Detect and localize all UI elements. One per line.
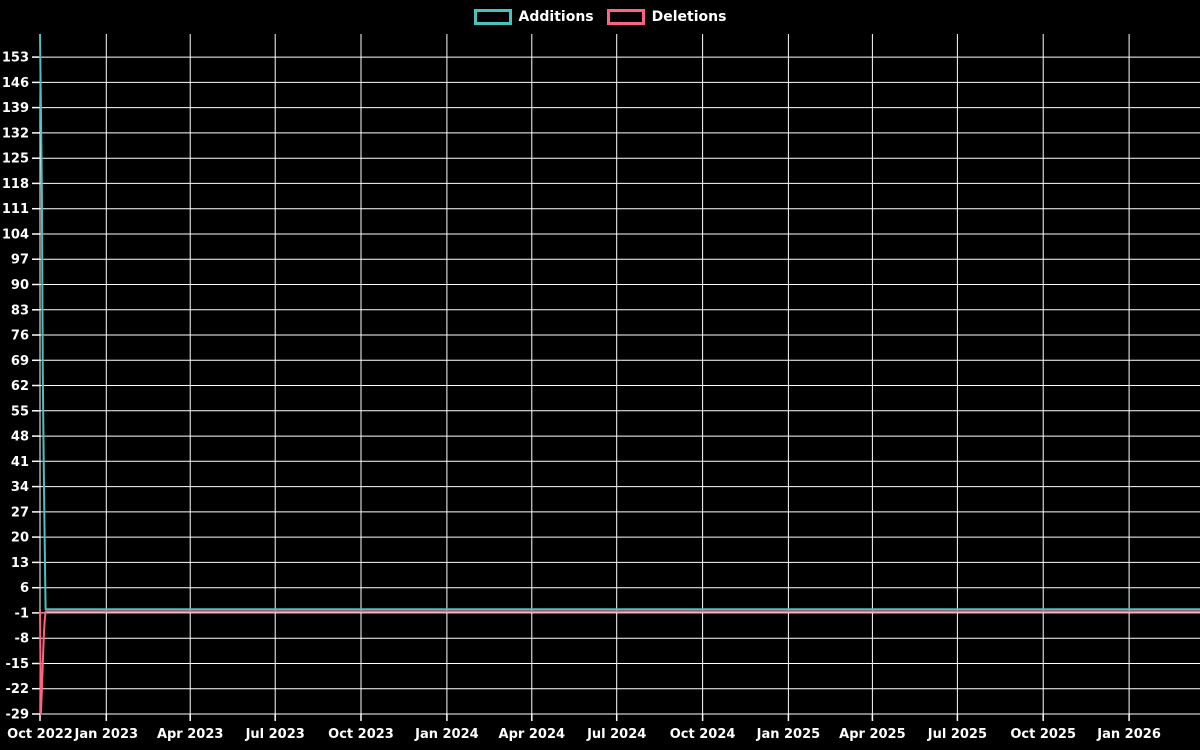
x-tick-label: Apr 2025	[839, 727, 906, 742]
x-tick-label: Jan 2023	[74, 727, 139, 742]
x-tick-label: Oct 2025	[1010, 727, 1076, 742]
additions-legend-label: Additions	[518, 9, 594, 25]
x-tick-label: Jul 2023	[245, 727, 305, 742]
y-tick-label: 41	[11, 455, 29, 470]
chart-legend: Additions Deletions	[0, 9, 1200, 25]
y-tick-label: 76	[11, 329, 29, 344]
y-tick-label: 111	[2, 202, 29, 217]
y-tick-label: 90	[11, 278, 29, 293]
y-tick-label: 153	[2, 51, 29, 66]
additions-swatch-icon	[473, 9, 512, 25]
x-tick-label: Jul 2024	[586, 727, 646, 742]
y-tick-label: 62	[11, 379, 29, 394]
y-tick-label: -22	[6, 682, 30, 697]
x-tick-label: Jan 2026	[1096, 727, 1161, 742]
y-tick-label: 27	[11, 505, 29, 520]
y-tick-label: 20	[11, 531, 29, 546]
y-tick-label: 69	[11, 354, 29, 369]
x-tick-label: Apr 2024	[499, 727, 566, 742]
y-tick-label: 6	[20, 581, 29, 596]
y-tick-label: 34	[11, 480, 29, 495]
y-tick-label: 83	[11, 303, 29, 318]
y-tick-label: -1	[15, 606, 29, 621]
y-tick-label: 146	[2, 76, 29, 91]
y-tick-label: 97	[11, 253, 29, 268]
x-tick-label: Jul 2025	[927, 727, 987, 742]
x-tick-label: Oct 2022	[7, 727, 73, 742]
x-tick-label: Oct 2023	[328, 727, 394, 742]
y-tick-label: 55	[11, 404, 29, 419]
x-tick-label: Apr 2023	[157, 727, 224, 742]
y-tick-label: -15	[6, 657, 30, 672]
y-tick-label: -8	[15, 632, 29, 647]
y-tick-label: 139	[2, 101, 29, 116]
y-tick-label: 118	[2, 177, 29, 192]
series-line-deletions	[39, 609, 1200, 715]
x-tick-label: Jan 2024	[414, 727, 479, 742]
y-tick-label: 48	[11, 430, 29, 445]
y-tick-label: -29	[6, 708, 30, 723]
x-tick-label: Jan 2025	[756, 727, 821, 742]
deletions-swatch-icon	[606, 9, 645, 25]
x-tick-label: Oct 2024	[670, 727, 736, 742]
y-tick-label: 125	[2, 152, 29, 167]
y-tick-label: 132	[2, 126, 29, 141]
legend-item-deletions[interactable]: Deletions	[606, 9, 727, 25]
y-tick-label: 104	[2, 228, 29, 243]
deletions-legend-label: Deletions	[651, 9, 727, 25]
legend-item-additions[interactable]: Additions	[473, 9, 594, 25]
y-tick-label: 13	[11, 556, 29, 571]
series-line-additions	[39, 33, 1200, 611]
